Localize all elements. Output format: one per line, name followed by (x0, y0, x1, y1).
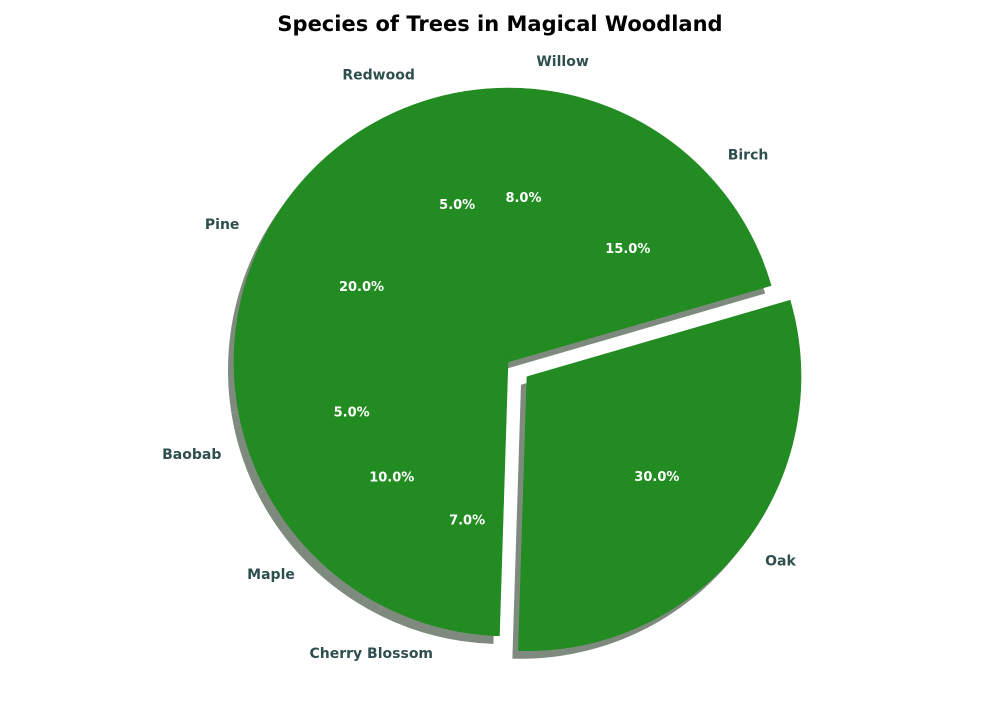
slice-willow (464, 87, 602, 363)
percent-label-birch: 15.0% (605, 242, 650, 257)
slice-label-maple: Maple (247, 567, 295, 583)
percent-label-cherry-blossom: 7.0% (449, 514, 485, 529)
slice-birch (507, 103, 772, 363)
slice-cherry-blossom (383, 361, 509, 637)
chart-title: Species of Trees in Magical Woodland (277, 12, 722, 36)
slice-label-oak: Oak (765, 553, 796, 569)
slice-label-redwood: Redwood (342, 67, 415, 83)
percent-label-maple: 10.0% (369, 471, 414, 486)
percent-label-baobab: 5.0% (334, 405, 370, 420)
slice-maple (263, 361, 509, 607)
slice-oak (518, 299, 802, 651)
slices (233, 87, 802, 651)
percent-label-oak: 30.0% (634, 470, 679, 485)
percent-labels: 30.0% 15.0% 8.0% 5.0% 20.0% 5.0% 10.0% 7.0% (334, 191, 680, 529)
percent-label-pine: 20.0% (339, 280, 384, 295)
slice-labels: Oak Birch Willow Redwood Pine Baobab Maple Cher… (162, 54, 796, 662)
slice-label-pine: Pine (205, 217, 240, 233)
slice-label-willow: Willow (536, 54, 588, 70)
percent-label-redwood: 5.0% (439, 198, 475, 213)
slice-label-cherry-blossom: Cherry Blossom (310, 646, 434, 662)
slice-label-baobab: Baobab (162, 447, 221, 463)
slice-pine (233, 117, 509, 406)
slice-label-birch: Birch (728, 148, 769, 164)
percent-label-willow: 8.0% (505, 191, 541, 206)
